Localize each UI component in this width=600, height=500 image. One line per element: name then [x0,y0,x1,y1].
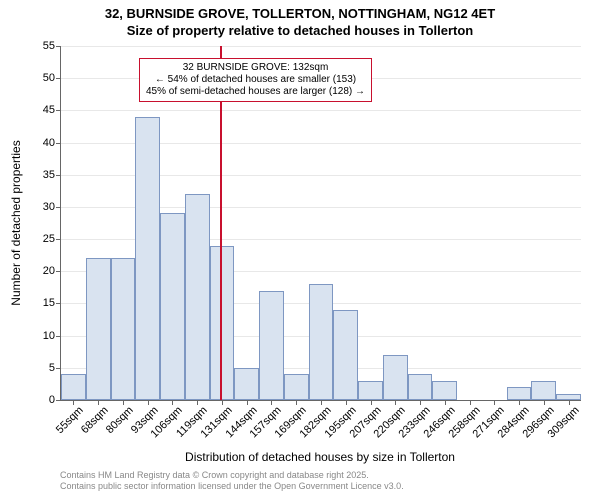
histogram-bar [383,355,408,400]
ytick-label: 50 [43,72,61,84]
footer-line-2: Contains public sector information licen… [60,481,404,492]
gridline [61,46,581,47]
annotation-line-3: 45% of semi-detached houses are larger (… [146,86,365,98]
histogram-bar [309,284,334,400]
ytick-label: 15 [43,297,61,309]
ytick-label: 40 [43,137,61,149]
chart-container: 32, BURNSIDE GROVE, TOLLERTON, NOTTINGHA… [0,0,600,500]
ytick-label: 25 [43,233,61,245]
title-line-1: 32, BURNSIDE GROVE, TOLLERTON, NOTTINGHA… [0,6,600,23]
chart-title: 32, BURNSIDE GROVE, TOLLERTON, NOTTINGHA… [0,6,600,40]
y-axis-label: Number of detached properties [9,140,23,305]
annotation-box: 32 BURNSIDE GROVE: 132sqm ← 54% of detac… [139,58,372,102]
annotation-line-2: ← 54% of detached houses are smaller (15… [146,74,365,86]
histogram-bar [531,381,556,400]
histogram-bar [135,117,160,400]
ytick-label: 30 [43,201,61,213]
ytick-label: 10 [43,330,61,342]
annotation-line-1: 32 BURNSIDE GROVE: 132sqm [146,62,365,74]
ytick-label: 0 [49,394,61,406]
histogram-bar [185,194,210,400]
histogram-bar [333,310,358,400]
ytick-label: 55 [43,40,61,52]
attribution-footer: Contains HM Land Registry data © Crown c… [60,470,404,492]
ytick-label: 5 [49,362,61,374]
ytick-label: 35 [43,169,61,181]
histogram-bar [507,387,532,400]
histogram-bar [408,374,433,400]
histogram-bar [160,213,185,400]
histogram-bar [86,258,111,400]
histogram-bar [111,258,136,400]
x-axis-label: Distribution of detached houses by size … [185,450,455,464]
gridline [61,110,581,111]
histogram-bar [61,374,86,400]
title-line-2: Size of property relative to detached ho… [0,23,600,40]
histogram-bar [432,381,457,400]
histogram-bar [284,374,309,400]
plot-area: 051015202530354045505555sqm68sqm80sqm93s… [60,46,581,401]
ytick-label: 45 [43,104,61,116]
footer-line-1: Contains HM Land Registry data © Crown c… [60,470,404,481]
histogram-bar [358,381,383,400]
ytick-label: 20 [43,265,61,277]
histogram-bar [259,291,284,400]
histogram-bar [234,368,259,400]
